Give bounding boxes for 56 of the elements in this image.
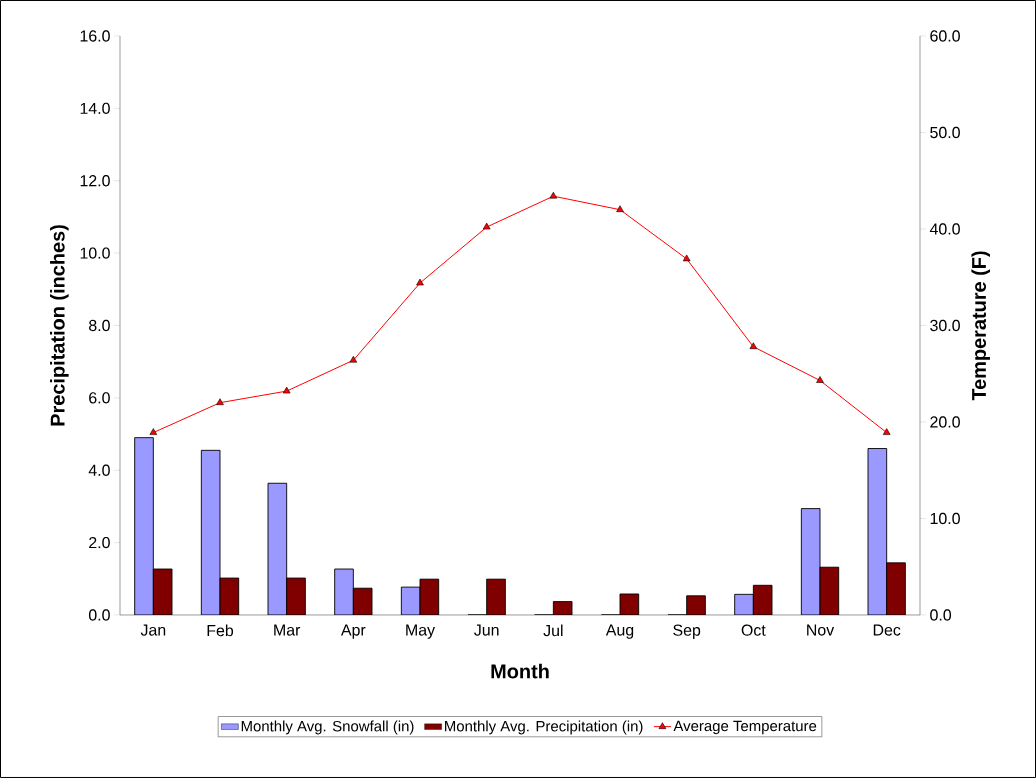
y-tick-label: 16.0: [80, 30, 110, 42]
point: [616, 205, 624, 212]
point: [282, 386, 291, 394]
point: [882, 428, 891, 435]
y-tick-label: 8.0: [89, 319, 110, 332]
x-tick-label: Apr: [340, 624, 366, 639]
bar: [267, 482, 288, 615]
y-tick-label: 12.0: [80, 175, 110, 187]
bar: [286, 577, 306, 615]
x-tick-label: Jan: [140, 624, 166, 636]
bar: [886, 562, 906, 615]
point: [216, 398, 224, 405]
point: [149, 428, 158, 435]
bar: [200, 449, 221, 615]
bar: [867, 448, 888, 615]
y-tick-label: 6.0: [89, 392, 110, 404]
y2-tick-label: 0.0: [930, 609, 952, 621]
y2-tick-label: 40.0: [929, 223, 960, 235]
point: [749, 342, 758, 350]
x-tick-label: Nov: [807, 624, 835, 636]
x-axis-title: Month: [491, 663, 549, 679]
y2-tick-label: 30.0: [930, 319, 960, 332]
x-tick-label: Jul: [543, 624, 563, 637]
y-tick-label: 10.0: [80, 247, 110, 259]
x-tick-label: Aug: [605, 624, 634, 639]
point: [349, 355, 358, 363]
x-tick-label: Oct: [741, 624, 766, 636]
point: [682, 254, 691, 262]
y2-axis-title: Temperature (F): [971, 251, 990, 401]
y-axis-title: Precipitation (inches): [50, 225, 69, 426]
y2-tick-label: 20.0: [930, 416, 960, 428]
x-tick-label: Dec: [873, 624, 901, 636]
point: [416, 278, 424, 286]
y2-tick-label: 50.0: [930, 126, 960, 139]
bar: [334, 568, 354, 615]
bar: [134, 437, 154, 615]
point: [816, 376, 824, 383]
y2-tick-label: 60.0: [930, 30, 960, 42]
bar: [486, 578, 506, 615]
y2-tick-label: 10.0: [930, 512, 960, 525]
point: [482, 222, 491, 230]
x-tick-label: Feb: [207, 624, 234, 637]
y-tick-label: 2.0: [89, 536, 110, 549]
y-tick-label: 4.0: [88, 464, 110, 476]
x-tick-label: May: [406, 624, 436, 639]
x-tick-label: Jun: [474, 624, 499, 636]
bar: [800, 508, 821, 615]
y-tick-label: 14.0: [80, 102, 110, 114]
legend-label: Average Temperature: [673, 720, 817, 735]
x-tick-label: Sep: [673, 624, 701, 639]
point: [549, 191, 558, 199]
bar: [686, 595, 706, 615]
y-tick-label: 0.0: [88, 609, 110, 621]
x-tick-label: Mar: [274, 624, 301, 636]
legend-label: Monthly Avg. Snowfall (in): [241, 720, 414, 735]
legend-label: Monthly Avg. Precipitation (in): [445, 720, 643, 735]
